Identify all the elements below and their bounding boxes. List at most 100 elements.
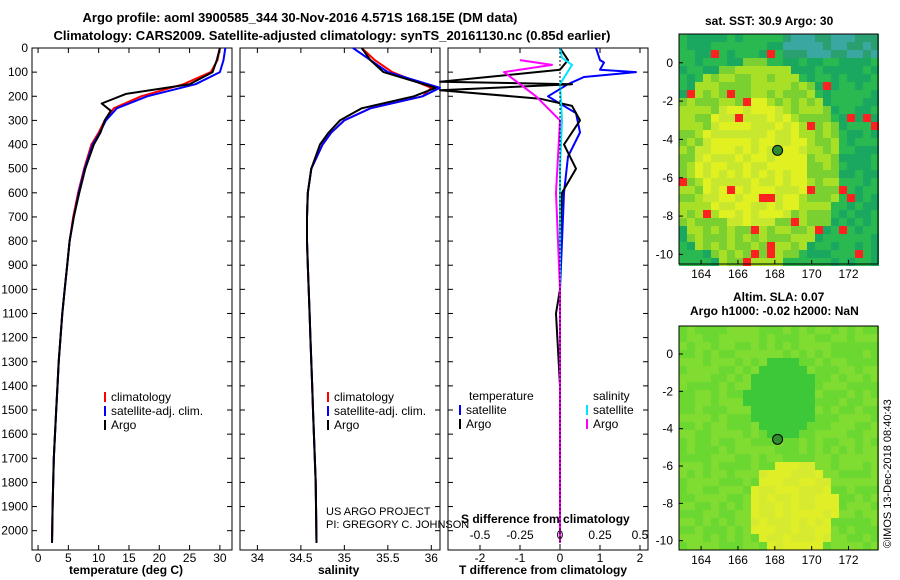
map-cell — [735, 454, 743, 462]
map-cell — [743, 334, 751, 342]
depth-tick-label: 1700 — [1, 451, 28, 465]
map-cell — [799, 218, 807, 226]
map-cell — [703, 218, 711, 226]
map-cell — [831, 350, 839, 358]
map-cell — [855, 430, 863, 438]
map-cell — [759, 486, 767, 494]
map-cell — [839, 382, 847, 390]
legend-label-temperature-difference: Argo — [466, 417, 492, 431]
map-cell — [727, 478, 735, 486]
map-cell — [719, 358, 727, 366]
map-cell — [799, 350, 807, 358]
map-cell — [711, 34, 719, 42]
map-cell — [807, 526, 815, 534]
map-cell — [679, 390, 687, 398]
map-cell — [695, 502, 703, 510]
map-cell — [679, 178, 687, 186]
map-cell — [679, 326, 687, 334]
map-cell — [807, 422, 815, 430]
map-cell — [783, 454, 791, 462]
map-cell — [751, 250, 759, 258]
map-cell — [839, 242, 847, 250]
map-cell — [727, 462, 735, 470]
map-cell — [839, 154, 847, 162]
map-cell — [767, 186, 775, 194]
map-cell — [775, 186, 783, 194]
map-cell — [815, 446, 823, 454]
map-cell — [783, 258, 791, 266]
map-cell — [871, 510, 879, 518]
map-cell — [719, 350, 727, 358]
map-cell — [751, 470, 759, 478]
top-tick-label-salinity-difference: 0.25 — [588, 528, 612, 542]
depth-tick-label: 1600 — [1, 427, 28, 441]
map-cell — [823, 342, 831, 350]
map-cell — [687, 114, 695, 122]
map-cell — [847, 34, 855, 42]
series-line-temperature-argo — [439, 47, 581, 543]
map-cell — [807, 90, 815, 98]
map-cell — [839, 218, 847, 226]
map-cell — [839, 438, 847, 446]
map-cell — [743, 122, 751, 130]
map-cell — [847, 486, 855, 494]
map-cell — [679, 210, 687, 218]
map-cell — [719, 438, 727, 446]
map-cell — [751, 382, 759, 390]
depth-tick-label: 100 — [8, 65, 28, 79]
map-cell — [687, 374, 695, 382]
map-cell — [703, 202, 711, 210]
map-cell — [871, 58, 879, 66]
map-cell — [695, 398, 703, 406]
map-cell — [679, 114, 687, 122]
map-cell — [759, 34, 767, 42]
map-cell — [831, 470, 839, 478]
map-cell — [679, 258, 687, 266]
map-cell — [711, 202, 719, 210]
map-cell — [679, 218, 687, 226]
map-cell — [735, 90, 743, 98]
map-cell — [783, 326, 791, 334]
map-cell — [703, 430, 711, 438]
map-cell — [783, 494, 791, 502]
map-cell — [767, 390, 775, 398]
map-cell — [695, 542, 703, 550]
map-cell — [727, 178, 735, 186]
map-cell — [847, 162, 855, 170]
map-cell — [775, 194, 783, 202]
map-cell — [847, 258, 855, 266]
map-cell — [871, 478, 879, 486]
map-cell — [727, 438, 735, 446]
map-cell — [815, 74, 823, 82]
map-cell — [823, 74, 831, 82]
map-cell — [759, 50, 767, 58]
map-cell — [767, 202, 775, 210]
map-cell — [815, 350, 823, 358]
map-cell — [703, 82, 711, 90]
map-cell — [735, 526, 743, 534]
map-cell — [815, 210, 823, 218]
map-cell — [719, 390, 727, 398]
map-cell — [703, 398, 711, 406]
map-cell — [759, 106, 767, 114]
map-cell — [791, 470, 799, 478]
map-cell — [799, 454, 807, 462]
map-cell — [807, 342, 815, 350]
map-cell — [839, 58, 847, 66]
map-cell — [807, 194, 815, 202]
map-cell — [711, 438, 719, 446]
map-cell — [743, 146, 751, 154]
map-cell — [743, 234, 751, 242]
map-cell — [679, 398, 687, 406]
map-cell — [791, 502, 799, 510]
map-cell — [687, 242, 695, 250]
map-cell — [831, 58, 839, 66]
map-cell — [871, 462, 879, 470]
map-cell — [839, 146, 847, 154]
map-cell — [783, 518, 791, 526]
map-cell — [791, 58, 799, 66]
map-cell — [687, 390, 695, 398]
map-cell — [823, 202, 831, 210]
map-cell — [847, 414, 855, 422]
map-y-tick-label: 0 — [666, 56, 673, 70]
